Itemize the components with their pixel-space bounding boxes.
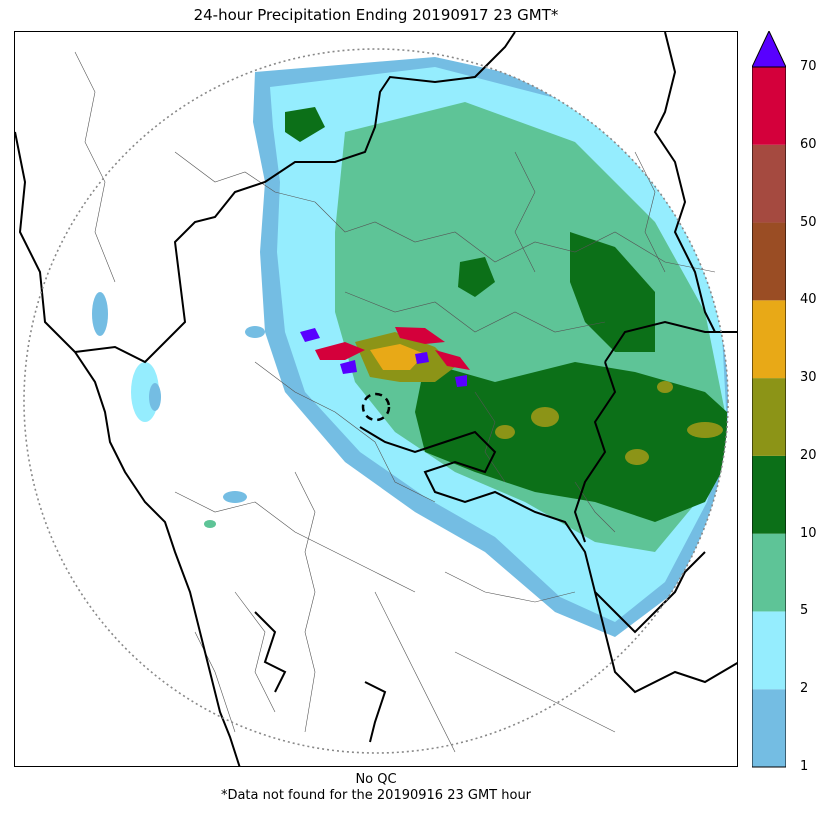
colorbar-tick-label: 60 [800, 136, 817, 152]
district-boundaries [74, 51, 716, 753]
radar-map-canvas [15, 32, 737, 766]
colorbar-tick-label: 40 [800, 292, 817, 308]
precipitation-field [92, 57, 728, 637]
colorbar-segment [752, 67, 786, 145]
colorbar-segment [752, 611, 786, 690]
colorbar-tick-label: 20 [800, 447, 817, 463]
state-boundaries [15, 32, 737, 766]
colorbar-segment [752, 689, 786, 767]
colorbar-segment [752, 455, 786, 534]
colorbar-segment [752, 378, 786, 456]
colorbar-tick-label: 1 [800, 759, 809, 774]
colorbar-tick-label: 2 [800, 681, 809, 697]
colorbar-over-arrow [752, 31, 786, 68]
radar-map[interactable] [14, 31, 738, 767]
radar-range-ring [23, 48, 729, 754]
colorbar [752, 31, 786, 768]
missing-data-note: *Data not found for the 20190916 23 GMT … [220, 788, 532, 803]
precip-area-dark-green [415, 362, 727, 522]
precip-core-orange [370, 344, 425, 370]
colorbar-tick-label: 70 [800, 59, 817, 74]
colorbar-segment [752, 533, 786, 612]
colorbar-tick-label: 10 [800, 525, 817, 541]
colorbar-segment [752, 144, 786, 223]
radar-site-marker [361, 392, 391, 422]
precip-core-purple [300, 328, 467, 387]
qc-label: No QC [355, 772, 397, 787]
colorbar-tick-label: 5 [800, 603, 809, 619]
map-title: 24-hour Precipitation Ending 20190917 23… [193, 6, 559, 24]
colorbar-segment [752, 300, 786, 379]
precip-core-magenta [315, 327, 470, 370]
colorbar-tick-label: 50 [800, 214, 817, 230]
colorbar-segment [752, 222, 786, 301]
colorbar-tick-label: 30 [800, 370, 817, 386]
